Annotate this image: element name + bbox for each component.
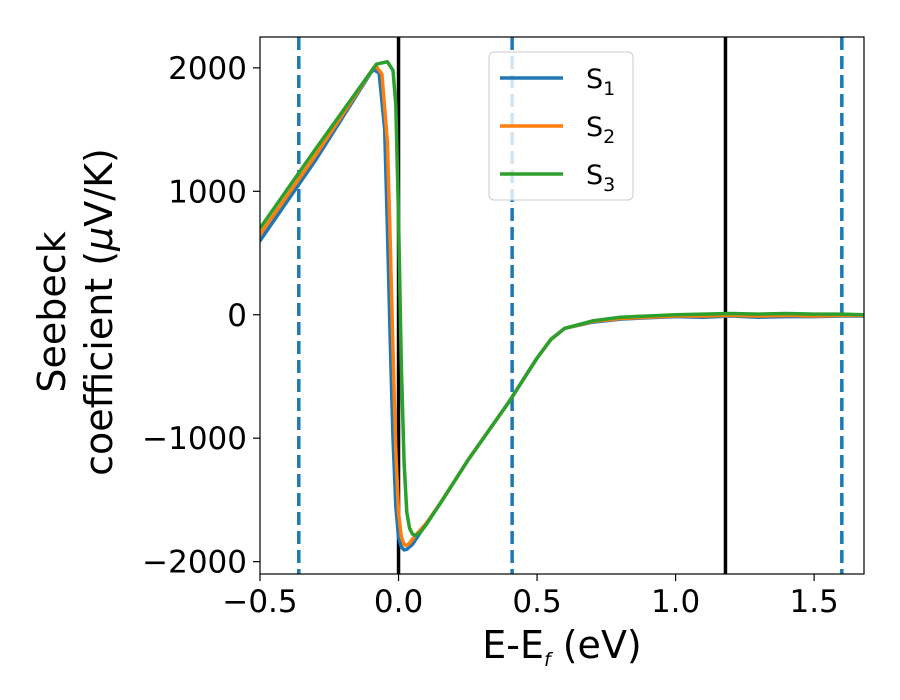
plot-frame [259,36,865,575]
legend: S1 S2 S3 [488,51,634,201]
x-axis-label-unit: (eV) [551,623,642,667]
legend-label-s1: S1 [586,64,615,100]
x-axis-label-main: E-E [482,623,544,667]
y-tick-label: 0 [227,298,247,334]
series-line-s3 [260,59,864,538]
y-tick-label: 2000 [168,51,247,87]
x-tick-label: 1.0 [651,584,700,620]
y-tick-label: −1000 [142,421,247,457]
legend-label-s3: S3 [586,160,615,196]
series-lines [260,59,864,552]
y-tick-label: 1000 [168,174,247,210]
y-axis-ticks: −2000 −1000 0 1000 2000 [142,51,260,581]
y-axis-label-mu: μ [77,227,121,252]
y-axis-label-line1: Seebeck [30,231,74,392]
x-tick-label: 0.5 [512,584,561,620]
x-tick-label: 1.5 [789,584,838,620]
x-axis-label: E-Ef (eV) [482,623,642,671]
y-tick-label: −2000 [142,545,247,581]
y-axis-label-line2: coefficient (μV/K) [77,148,121,476]
y-axis-label-unit: V/K) [77,148,121,227]
x-axis-ticks: −0.5 0.0 0.5 1.0 1.5 [222,574,839,620]
x-axis-label-sub: f [544,649,554,671]
y-axis-label-text: coefficient ( [77,251,121,476]
x-tick-label: −0.5 [222,584,297,620]
legend-label-s2: S2 [586,112,615,148]
x-tick-label: 0.0 [374,584,423,620]
